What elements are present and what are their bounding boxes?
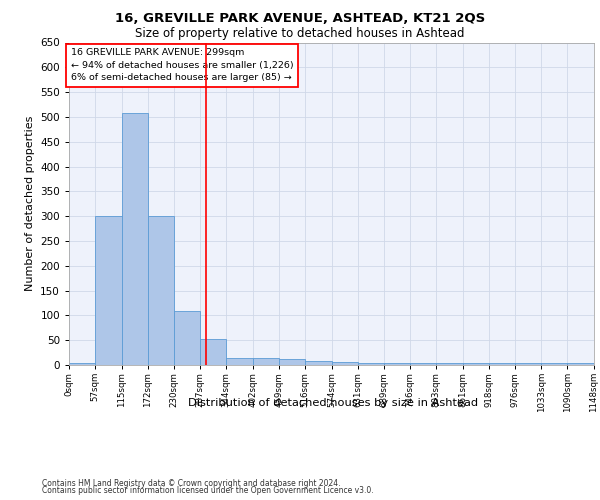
Bar xyxy=(331,362,358,365)
Bar xyxy=(541,362,568,365)
Bar xyxy=(384,362,410,365)
Bar xyxy=(253,358,279,365)
Text: Size of property relative to detached houses in Ashtead: Size of property relative to detached ho… xyxy=(135,28,465,40)
Bar xyxy=(489,362,515,365)
Bar xyxy=(358,362,384,365)
Bar xyxy=(436,362,463,365)
Text: 16, GREVILLE PARK AVENUE, ASHTEAD, KT21 2QS: 16, GREVILLE PARK AVENUE, ASHTEAD, KT21 … xyxy=(115,12,485,26)
Bar xyxy=(174,312,200,365)
Bar xyxy=(226,358,253,365)
Bar xyxy=(463,362,489,365)
Bar xyxy=(568,362,594,365)
Bar xyxy=(515,362,541,365)
Bar xyxy=(122,114,148,365)
Text: Contains HM Land Registry data © Crown copyright and database right 2024.: Contains HM Land Registry data © Crown c… xyxy=(42,478,341,488)
Bar xyxy=(95,216,122,365)
Bar xyxy=(279,358,305,365)
Bar xyxy=(200,338,226,365)
Y-axis label: Number of detached properties: Number of detached properties xyxy=(25,116,35,292)
Bar xyxy=(69,362,95,365)
Bar xyxy=(410,362,436,365)
Text: Contains public sector information licensed under the Open Government Licence v3: Contains public sector information licen… xyxy=(42,486,374,495)
Bar xyxy=(305,360,331,365)
Text: 16 GREVILLE PARK AVENUE: 299sqm
← 94% of detached houses are smaller (1,226)
6% : 16 GREVILLE PARK AVENUE: 299sqm ← 94% of… xyxy=(71,48,293,82)
Text: Distribution of detached houses by size in Ashtead: Distribution of detached houses by size … xyxy=(188,398,478,407)
Bar xyxy=(148,216,174,365)
